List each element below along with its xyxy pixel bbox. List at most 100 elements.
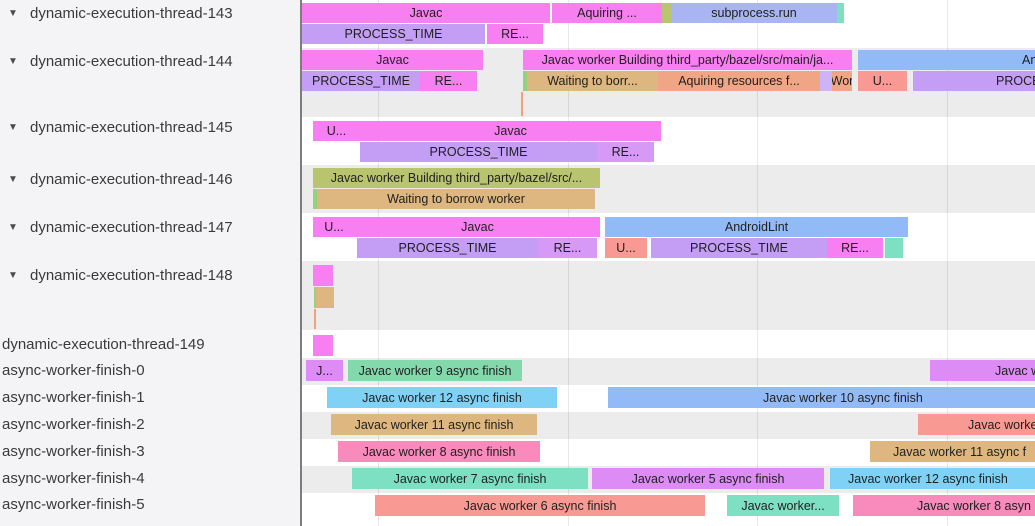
slice-label: Javac w (995, 363, 1035, 378)
instant-event-marker[interactable] (521, 92, 523, 116)
slice-label: Javac worker 12 async finish (362, 390, 522, 405)
collapse-arrow-icon[interactable]: ▼ (8, 174, 18, 185)
timeline-slice[interactable]: Javac worker... (727, 495, 839, 516)
timeline-slice[interactable]: PROCESS_TIME (302, 24, 485, 44)
instant-event-marker[interactable] (314, 309, 316, 329)
track-background (302, 261, 1035, 330)
timeline-slice[interactable]: PROCESS_TIME (651, 238, 827, 258)
timeline-slice[interactable] (837, 3, 844, 23)
timeline-slice[interactable]: J... (306, 360, 343, 381)
timeline-slice[interactable]: Javac w (930, 360, 1035, 381)
timeline-slice[interactable]: U... (313, 121, 360, 141)
timeline-slice[interactable]: PROCESS_TIME (302, 71, 420, 91)
track-background (302, 330, 1035, 358)
track-name-row[interactable]: async-worker-finish-1 (0, 389, 300, 407)
collapse-arrow-icon[interactable]: ▼ (8, 222, 18, 233)
timeline-slice[interactable]: Javac worke (918, 414, 1035, 435)
timeline-slice[interactable]: PROCESS_TIME (357, 238, 538, 258)
timeline-slice[interactable]: Wor (832, 71, 852, 91)
timeline-slice[interactable]: Javac worker 8 asyn (853, 495, 1035, 516)
slice-label: RE... (841, 241, 869, 255)
timeline-area[interactable]: Javac Aquiring ... subprocess.run PROCESS_T… (302, 0, 1035, 526)
timeline-slice[interactable] (314, 287, 316, 308)
slice-label: Javac worker 7 async finish (393, 471, 547, 486)
track-name-row[interactable]: async-worker-finish-5 (0, 496, 300, 514)
track-name-row[interactable]: async-worker-finish-0 (0, 362, 300, 380)
timeline-slice[interactable]: RE... (487, 24, 543, 44)
timeline-slice[interactable] (662, 3, 671, 23)
timeline-slice[interactable]: Javac (355, 217, 600, 237)
track-name-row[interactable]: dynamic-execution-thread-149 (0, 336, 300, 354)
timeline-slice[interactable]: An (858, 50, 1035, 70)
track-name-row[interactable]: ▼ dynamic-execution-thread-148 (0, 267, 300, 285)
track-name-row[interactable]: ▼ dynamic-execution-thread-147 (0, 219, 300, 237)
timeline-slice[interactable] (316, 287, 334, 308)
timeline-slice[interactable]: Javac worker 8 async finish (338, 441, 540, 462)
track-name-row[interactable]: ▼ dynamic-execution-thread-143 (0, 5, 300, 23)
timeline-slice[interactable] (523, 71, 527, 91)
collapse-arrow-icon[interactable]: ▼ (8, 56, 18, 67)
slice-label: Waiting to borrow worker (387, 192, 525, 206)
slice-label: PROCESS_TIME (312, 74, 410, 88)
timeline-slice[interactable]: Javac worker 12 async finish (830, 468, 1035, 489)
track-name-label: dynamic-execution-thread-144 (30, 53, 233, 70)
slice-label: U... (872, 74, 893, 88)
timeline-slice[interactable]: RE... (538, 238, 597, 258)
timeline-slice[interactable]: Javac worker 7 async finish (352, 468, 588, 489)
timeline-slice[interactable]: Waiting to borr... (527, 71, 658, 91)
slice-label: Javac worker... (741, 498, 825, 513)
timeline-slice[interactable] (313, 189, 317, 209)
timeline-slice[interactable]: U... (313, 217, 355, 237)
timeline-slice[interactable] (313, 335, 333, 356)
timeline-slice[interactable]: Javac worker 11 async finish (331, 414, 537, 435)
track-name-row[interactable]: async-worker-finish-3 (0, 443, 300, 461)
sidebar-divider[interactable] (300, 0, 302, 526)
timeline-slice[interactable]: Javac worker Building third_party/bazel/… (313, 168, 600, 188)
track-name-label: async-worker-finish-0 (2, 362, 145, 379)
track-name-label: dynamic-execution-thread-145 (30, 119, 233, 136)
track-name-label: dynamic-execution-thread-143 (30, 5, 233, 22)
collapse-arrow-icon[interactable]: ▼ (8, 8, 18, 19)
track-name-row[interactable]: ▼ dynamic-execution-thread-145 (0, 119, 300, 137)
slice-label: subprocess.run (711, 6, 797, 20)
collapse-arrow-icon[interactable]: ▼ (8, 122, 18, 133)
timeline-slice[interactable]: Javac worker 11 async f (870, 441, 1035, 462)
timeline-slice[interactable]: Javac (302, 50, 483, 70)
timeline-slice[interactable]: Javac worker 9 async finish (348, 360, 522, 381)
timeline-slice[interactable]: AndroidLint (605, 217, 908, 237)
timeline-slice[interactable]: Javac worker 12 async finish (327, 387, 557, 408)
timeline-slice[interactable]: Javac worker 6 async finish (375, 495, 705, 516)
slice-label: Javac worker 6 async finish (463, 498, 617, 513)
timeline-slice[interactable]: Javac (302, 3, 550, 23)
timeline-slice[interactable]: Javac worker 5 async finish (592, 468, 824, 489)
timeline-slice[interactable]: Aquiring ... (552, 3, 662, 23)
time-gridline (947, 0, 948, 526)
track-name-row[interactable]: async-worker-finish-2 (0, 416, 300, 434)
timeline-slice[interactable]: PROCESS_TIME (360, 142, 597, 162)
slice-label: Javac worker 9 async finish (358, 363, 512, 378)
timeline-slice[interactable]: Aquiring resources f... (658, 71, 820, 91)
timeline-slice[interactable] (885, 238, 903, 258)
track-name-row[interactable]: ▼ dynamic-execution-thread-146 (0, 171, 300, 189)
timeline-slice[interactable]: Javac worker 10 async finish (608, 387, 1035, 408)
track-name-row[interactable]: ▼ dynamic-execution-thread-144 (0, 53, 300, 71)
timeline-slice[interactable]: RE... (827, 238, 883, 258)
track-name-row[interactable]: async-worker-finish-4 (0, 470, 300, 488)
timeline-slice[interactable]: Javac (360, 121, 661, 141)
timeline-slice[interactable] (313, 265, 333, 286)
timeline-slice[interactable]: Waiting to borrow worker (317, 189, 595, 209)
slice-label: Javac worke (968, 417, 1035, 432)
timeline-slice[interactable]: RE... (597, 142, 654, 162)
timeline-slice[interactable] (820, 71, 832, 91)
collapse-arrow-icon[interactable]: ▼ (8, 270, 18, 281)
timeline-slice[interactable]: U... (605, 238, 647, 258)
timeline-slice[interactable]: Javac worker Building third_party/bazel/… (523, 50, 852, 70)
slice-label: U... (324, 220, 344, 234)
slice-label: PROCESS_TIME (344, 27, 443, 41)
timeline-slice[interactable]: RE... (420, 71, 477, 91)
timeline-slice[interactable]: PROCE (913, 71, 1035, 91)
slice-label: RE... (434, 74, 463, 88)
sidebar: ▼ dynamic-execution-thread-143 ▼ dynamic-ex… (0, 0, 300, 526)
timeline-slice[interactable]: U... (858, 71, 907, 91)
timeline-slice[interactable]: subprocess.run (671, 3, 837, 23)
